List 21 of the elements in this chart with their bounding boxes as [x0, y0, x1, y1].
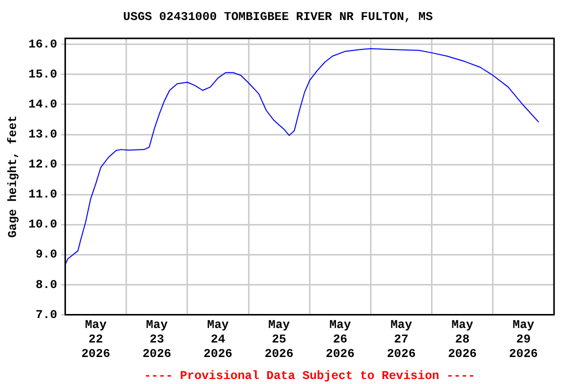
y-tick-label: 15.0 [28, 67, 58, 82]
x-tick-label: May 23 2026 [142, 318, 172, 361]
y-tick-label: 11.0 [28, 188, 58, 202]
x-tick-label: May 24 2026 [204, 318, 232, 361]
chart-title: USGS 02431000 TOMBIGBEE RIVER NR FULTON, MS [123, 10, 433, 24]
y-tick-label: 9.0 [36, 248, 58, 262]
y-tick-label: 14.0 [28, 98, 58, 112]
y-tick-label: 16.0 [28, 37, 58, 52]
y-tick-label: 12.0 [28, 158, 58, 172]
y-axis-title: Gage height, feet [6, 115, 20, 238]
y-tick-label: 10.0 [28, 218, 58, 232]
y-tick-label: 7.0 [36, 308, 58, 322]
y-tick-label: 8.0 [36, 278, 58, 292]
x-tick-label: May 27 2026 [386, 318, 416, 361]
text: ---- Provisional Data Subject to Revision ---- [144, 369, 476, 384]
x-tick-label: May 22 2026 [81, 318, 110, 361]
y-tick-label: 13.0 [28, 128, 58, 142]
x-tick-label: May 25 2026 [264, 318, 294, 361]
x-tick-label: May 28 2026 [448, 318, 477, 361]
x-tick-label: May 26 2026 [326, 318, 355, 361]
x-tick-label: May 29 2026 [509, 318, 538, 361]
